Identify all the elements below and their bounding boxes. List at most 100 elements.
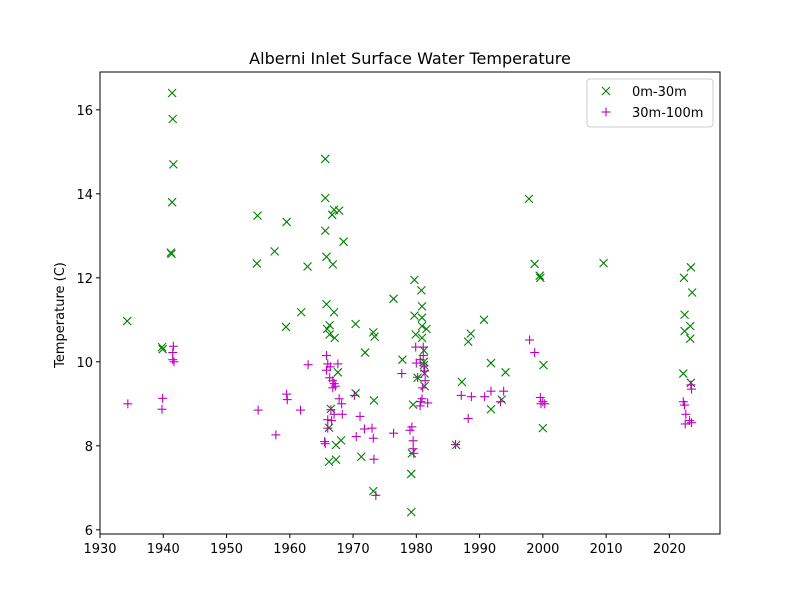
data-point: [495, 397, 505, 407]
x-tick-label: 1960: [273, 542, 306, 557]
data-point: [329, 307, 339, 317]
axes-frame: [99, 71, 721, 535]
y-axis: 6 8 10 12 14 16: [76, 104, 100, 539]
data-point: [420, 366, 430, 376]
data-point: [599, 258, 608, 268]
data-point: [389, 428, 399, 438]
data-point: [687, 384, 697, 394]
data-point: [466, 392, 476, 402]
data-point: [417, 313, 427, 323]
data-point: [539, 360, 548, 370]
data-point: [323, 423, 333, 433]
data-point: [422, 324, 431, 334]
data-point: [296, 307, 306, 317]
data-point: [168, 355, 178, 365]
legend-marker-1: [601, 86, 611, 96]
data-point: [416, 286, 426, 295]
data-point: [334, 206, 344, 215]
data-point: [486, 386, 496, 396]
data-point: [418, 383, 428, 393]
data-point: [535, 271, 545, 281]
data-point: [330, 381, 340, 391]
data-point: [410, 275, 419, 285]
data-point: [685, 334, 695, 344]
series-2: [123, 335, 697, 500]
data-point: [369, 454, 379, 464]
data-point: [330, 333, 340, 343]
data-point: [337, 409, 347, 419]
data-point: [282, 389, 292, 399]
data-point: [168, 341, 178, 351]
data-point: [167, 88, 177, 98]
data-point: [486, 358, 496, 368]
data-point: [167, 249, 176, 259]
x-tick-label: 2000: [526, 542, 559, 557]
data-point: [322, 252, 331, 262]
data-point: [325, 320, 335, 330]
data-point: [687, 418, 697, 428]
data-point: [419, 361, 429, 371]
data-point: [423, 398, 433, 408]
data-point: [296, 405, 306, 415]
data-point: [322, 299, 331, 309]
data-point: [253, 211, 262, 221]
data-point: [326, 405, 336, 415]
data-point: [451, 440, 461, 450]
data-point: [501, 367, 510, 377]
data-point: [367, 423, 377, 433]
data-point: [282, 217, 292, 227]
data-point: [535, 273, 545, 283]
x-tick-label: 1980: [400, 542, 433, 557]
x-tick-label: 2010: [590, 542, 623, 557]
data-point: [337, 399, 347, 409]
data-point: [282, 395, 292, 405]
data-point: [417, 321, 427, 331]
x-tick-label: 1930: [83, 542, 116, 557]
data-point: [167, 197, 177, 207]
data-point: [466, 329, 476, 339]
data-point: [158, 344, 168, 354]
x-tick-label: 1970: [337, 542, 370, 557]
data-point: [325, 362, 335, 372]
data-point: [398, 355, 407, 365]
x-tick-label: 1950: [210, 542, 243, 557]
data-point: [686, 262, 696, 272]
data-point: [123, 399, 133, 409]
data-point: [417, 394, 427, 404]
data-point: [480, 392, 490, 402]
data-point: [408, 400, 418, 410]
data-point: [679, 273, 689, 283]
data-point: [486, 404, 496, 414]
data-point: [168, 160, 178, 169]
data-point: [406, 469, 416, 479]
data-point: [368, 433, 378, 443]
data-point: [331, 455, 341, 465]
series-1: [122, 88, 697, 517]
data-point: [370, 332, 379, 341]
data-point: [356, 452, 366, 462]
data-point: [409, 448, 419, 458]
data-point: [530, 259, 540, 269]
legend: 0m-30m 30m-100m: [586, 78, 714, 128]
data-point: [168, 114, 178, 124]
data-point: [680, 400, 690, 410]
data-point: [538, 397, 548, 407]
data-point: [371, 490, 381, 500]
data-point: [497, 395, 507, 404]
legend-label-1: 0m-30m: [632, 85, 687, 100]
data-point: [281, 322, 291, 332]
data-point: [417, 301, 427, 311]
y-tick-label: 14: [76, 188, 93, 203]
data-point: [681, 409, 691, 419]
data-point: [456, 390, 466, 400]
data-point: [680, 310, 689, 320]
data-point: [463, 414, 473, 423]
data-point: [320, 439, 330, 449]
data-point: [325, 330, 335, 339]
data-point: [252, 259, 262, 268]
data-point: [351, 319, 360, 329]
data-point: [320, 154, 330, 164]
data-point: [351, 388, 360, 398]
data-point: [524, 194, 534, 204]
